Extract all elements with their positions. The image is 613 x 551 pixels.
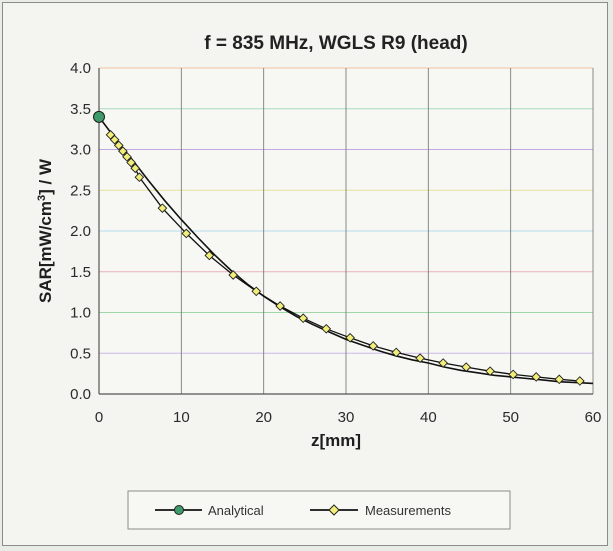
measurement-point — [126, 157, 136, 168]
measurement-point — [275, 301, 285, 311]
legend: Analytical Measurements — [127, 490, 511, 530]
measurement-point — [531, 372, 542, 382]
measurement-point — [415, 353, 425, 363]
analytical-point — [93, 110, 105, 123]
measurement-point — [554, 374, 565, 385]
chart: f = 835 MHz, WGLS R9 (head) 0.0 0.5 1.0 1.5… — [36, 33, 601, 530]
measurement-point — [298, 313, 309, 324]
x-tick-label: 0 — [95, 409, 103, 426]
y-tick-label: 4.0 — [70, 60, 91, 77]
y-tick-label: 2.0 — [70, 223, 91, 240]
measurement-point — [345, 332, 355, 343]
y-tick-label: 1.5 — [70, 264, 91, 281]
y-axis-title: SAR[mW/cm3] / W — [36, 158, 55, 303]
measurement-point — [109, 134, 120, 145]
measurement-point — [391, 347, 402, 358]
chart-frame: f = 835 MHz, WGLS R9 (head) 0.0 0.5 1.0 1.5… — [2, 2, 608, 546]
measurement-point — [118, 146, 128, 156]
x-tick-label: 60 — [585, 409, 602, 426]
x-tick-label: 30 — [338, 409, 355, 426]
measurement-point — [368, 341, 379, 351]
measurement-point — [461, 362, 472, 372]
x-tick-label: 50 — [502, 409, 519, 426]
legend-marker-analytical — [174, 505, 184, 515]
y-axis-title-part-2: ] / W — [36, 158, 55, 195]
measurement-point — [574, 376, 585, 386]
y-tick-label: 3.5 — [70, 101, 91, 118]
x-tick-label: 20 — [255, 409, 272, 426]
y-tick-label: 0.0 — [70, 386, 91, 403]
measurement-point — [122, 151, 132, 162]
measurement-point — [113, 140, 124, 151]
measurement-point — [157, 203, 168, 214]
measurement-point — [181, 228, 192, 239]
x-tick-label: 40 — [420, 409, 437, 426]
y-axis-title-superscript: 3 — [36, 195, 48, 201]
measurement-point — [321, 323, 332, 334]
legend-label-measurements: Measurements — [365, 503, 451, 518]
x-axis-title: z[mm] — [311, 431, 361, 450]
measurement-point — [228, 270, 239, 280]
measurement-point — [508, 369, 518, 380]
series-line-analytical — [98, 116, 594, 385]
tick-labels: 0.0 0.5 1.0 1.5 2.0 2.5 3.0 3.5 4.0 0 10 20 30 40 50 60 — [70, 60, 601, 426]
measurement-point — [251, 286, 262, 297]
measurement-point — [134, 172, 145, 183]
legend-marker-measurements — [328, 504, 340, 516]
y-tick-label: 0.5 — [70, 345, 91, 362]
chart-title: f = 835 MHz, WGLS R9 (head) — [204, 33, 467, 54]
measurement-point — [438, 358, 448, 368]
y-tick-label: 3.0 — [70, 142, 91, 159]
y-tick-label: 2.5 — [70, 182, 91, 199]
legend-label-analytical: Analytical — [208, 503, 264, 518]
y-axis-title-part-1: SAR[mW/cm — [36, 201, 55, 303]
x-tick-label: 10 — [173, 409, 190, 426]
data-markers — [93, 110, 585, 386]
y-tick-label: 1.0 — [70, 305, 91, 322]
measurement-point — [130, 163, 141, 174]
measurement-point — [204, 250, 215, 261]
measurement-point — [485, 366, 495, 377]
